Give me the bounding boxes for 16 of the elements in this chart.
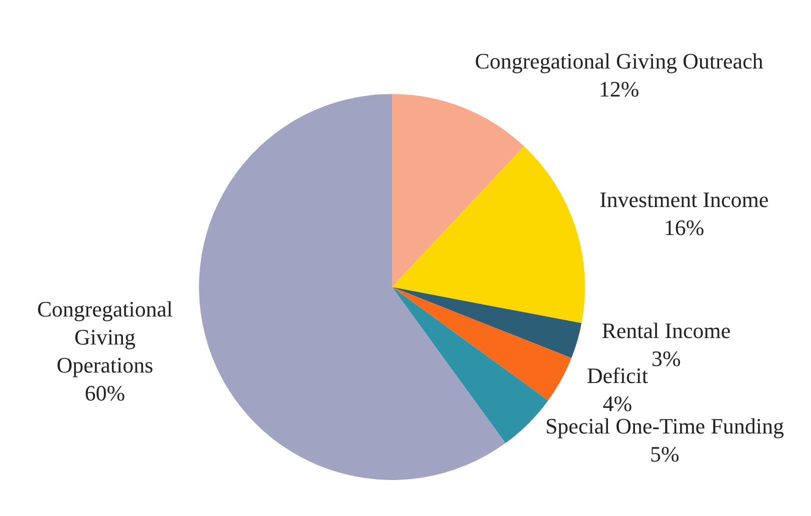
data-label: 5% <box>650 441 680 466</box>
slice-label: Congregational Giving Outreach <box>474 48 764 74</box>
slice-label: Deficit <box>586 363 648 388</box>
slice-label: Rental Income <box>602 318 731 343</box>
data-label: 12% <box>598 76 640 102</box>
pie-slice <box>199 94 506 480</box>
slice-label: Investment Income <box>599 186 769 212</box>
pie-slice <box>392 94 524 287</box>
pie-slice <box>392 287 572 400</box>
pie-slice <box>392 287 548 444</box>
pie-slice <box>392 287 582 358</box>
pie-slice <box>392 146 585 324</box>
data-label: 16% <box>664 214 704 240</box>
data-label: 3% <box>651 346 681 371</box>
data-label: 60% <box>84 380 126 406</box>
slice-label: Congregational Giving Operations <box>37 296 173 378</box>
